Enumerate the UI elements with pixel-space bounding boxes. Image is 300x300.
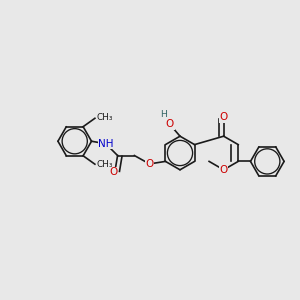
Text: NH: NH <box>98 139 114 149</box>
Text: CH₃: CH₃ <box>96 113 113 122</box>
Text: O: O <box>146 159 154 169</box>
Text: O: O <box>110 167 118 177</box>
Text: CH₃: CH₃ <box>96 160 113 169</box>
Text: O: O <box>220 165 228 175</box>
Text: H: H <box>160 110 167 119</box>
Text: O: O <box>220 112 228 122</box>
Text: O: O <box>166 119 174 129</box>
